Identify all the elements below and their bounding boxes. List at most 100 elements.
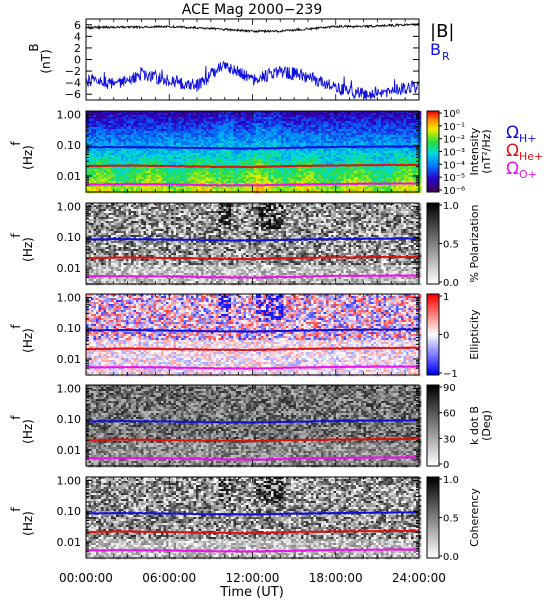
spectrogram-cell [204,173,207,175]
spectrogram-cell [129,125,132,127]
spectrogram-cell [116,157,119,159]
spectrogram-cell [219,143,222,145]
spectrogram-cell [229,133,232,135]
spectrogram-cell [254,115,257,117]
spectrogram-cell [136,189,139,191]
spectrogram-cell [129,167,132,169]
spectrogram-cell [339,161,342,163]
spectrogram-cell [189,157,192,159]
spectrogram-cell [321,131,324,133]
spectrogram-cell [199,151,202,153]
spectrogram-cell [349,137,352,139]
spectrogram-cell [259,155,262,157]
spectrogram-cell [266,127,269,129]
spectrogram-cell [376,125,379,127]
spectrogram-cell [266,139,269,141]
spectrogram-cell [219,181,222,183]
spectrogram-cell [284,149,287,151]
spectrogram-cell [284,161,287,163]
spectrogram-cell [209,121,212,123]
spectrogram-cell [381,175,384,177]
spectrogram-cell [314,121,317,123]
spectrogram-cell [181,133,184,135]
spectrogram-cell [289,125,292,127]
spectrogram-cell [316,127,319,129]
spectrogram-cell [344,167,347,169]
spectrogram-cell [311,117,314,119]
spectrogram-cell [249,181,252,183]
spectrogram-cell [269,173,272,175]
spectrogram-cell [179,179,182,181]
spectrogram-cell [166,117,169,119]
spectrogram-cell [369,161,372,163]
spectrogram-cell [94,175,97,177]
spectrogram-cell [156,113,159,115]
spectrogram-cell [319,179,322,181]
spectrogram-cell [219,119,222,121]
spectrogram-cell [136,175,139,177]
spectrogram-cell [316,129,319,131]
spectrogram-cell [171,181,174,183]
spectrogram-cell [104,139,107,141]
spectrogram-cell [361,169,364,171]
spectrogram-cell [226,151,229,153]
spectrogram-cell [169,119,172,121]
spectrogram-cell [356,179,359,181]
spectrogram-cell [331,137,334,139]
spectrogram-cell [381,189,384,191]
spectrogram-cell [364,137,367,139]
spectrogram-cell [291,171,294,173]
spectrogram-cell [376,123,379,125]
spectrogram-cell [354,189,357,191]
spectrogram-cell [314,169,317,171]
spectrogram-cell [191,125,194,127]
spectrogram-cell [366,151,369,153]
spectrogram-cell [289,177,292,179]
spectrogram-cell [96,121,99,123]
spectrogram-cell [141,171,144,173]
spectrogram-cell [144,157,147,159]
spectrogram-cell [234,125,237,127]
spectrogram-cell [176,189,179,191]
spectrogram-cell [189,175,192,177]
spectrogram-cell [376,187,379,189]
spectrogram-cell [109,159,112,161]
spectrogram-cell [311,189,314,191]
spectrogram-cell [94,121,97,123]
spectrogram-cell [281,139,284,141]
spectrogram-cell [339,143,342,145]
spectrogram-cell [339,149,342,151]
spectrogram-cell [219,123,222,125]
spectrogram-cell [271,171,274,173]
spectrogram-cell [276,159,279,161]
spectrogram-cell [234,157,237,159]
spectrogram-cell [224,125,227,127]
spectrogram-cell [219,129,222,131]
spectrogram-cell [319,175,322,177]
spectrogram-cell [166,133,169,135]
spectrogram-cell [181,175,184,177]
spectrogram-cell [214,143,217,145]
spectrogram-cell [276,151,279,153]
spectrogram-cell [281,129,284,131]
spectrogram-cell [121,169,124,171]
spectrogram-cell [356,155,359,157]
spectrogram-cell [241,127,244,129]
spectrogram-cell [329,119,332,121]
spectrogram-cell [106,167,109,169]
spectrogram-cell [359,115,362,117]
spectrogram-cell [379,129,382,131]
spectrogram-cell [241,131,244,133]
spectrogram-cell [174,143,177,145]
spectrogram-cell [166,181,169,183]
bfield-yunit: (nT) [39,49,53,73]
spectrogram-cell [129,137,132,139]
spectrogram-cell [146,137,149,139]
spectrogram-cell [116,139,119,141]
spectrogram-cell [299,187,302,189]
spectrogram-cell [209,151,212,153]
spectrogram-cell [241,121,244,123]
spectrogram-cell [146,125,149,127]
spectrogram-cell [204,159,207,161]
spectrogram-cell [204,161,207,163]
